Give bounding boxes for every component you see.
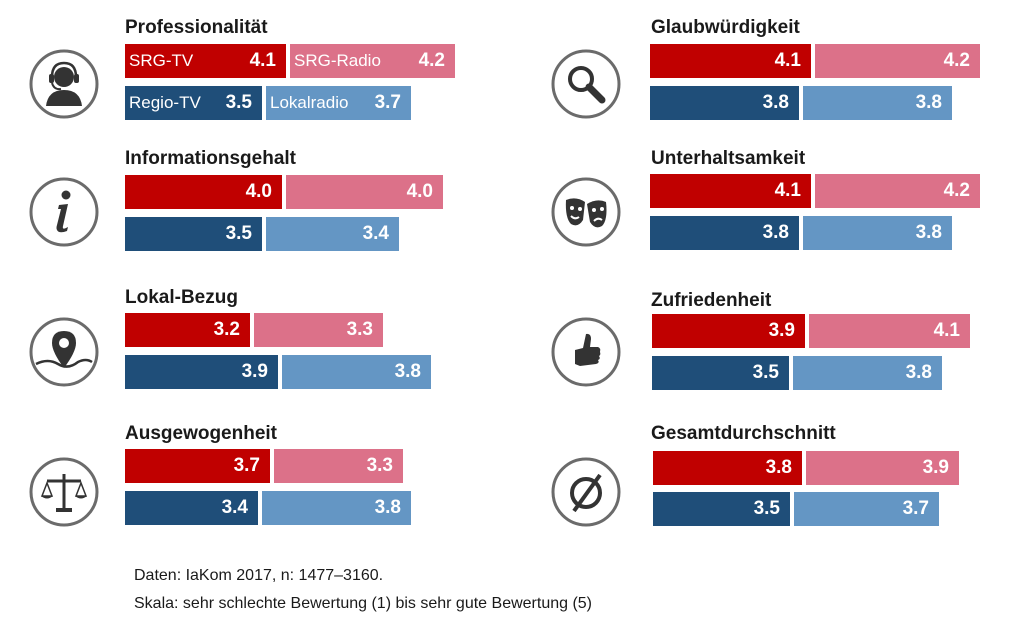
bar-srg-radio: 3.3 bbox=[274, 449, 403, 483]
data-label: 3.5 bbox=[225, 92, 252, 113]
data-label: 3.8 bbox=[762, 222, 789, 243]
theater-masks-icon bbox=[550, 176, 622, 248]
bar-regio-tv: 3.5 bbox=[125, 217, 262, 251]
bar-srg-radio: 4.0 bbox=[286, 175, 443, 209]
bar-srg-tv: 3.9 bbox=[652, 314, 805, 348]
bar-regio-tv: 3.4 bbox=[125, 491, 258, 525]
panel-title: Lokal-Bezug bbox=[125, 287, 238, 308]
headset-person-icon bbox=[28, 48, 100, 120]
panel-title: Zufriedenheit bbox=[651, 290, 772, 311]
data-label: 3.5 bbox=[753, 498, 780, 519]
bar-srg-radio: 3.9 bbox=[806, 451, 959, 485]
panel-title: Professionalität bbox=[125, 17, 268, 38]
data-label: 3.9 bbox=[922, 457, 949, 478]
data-label: 3.8 bbox=[765, 457, 792, 478]
data-label: 4.1 bbox=[774, 180, 801, 201]
data-label: 3.3 bbox=[346, 319, 373, 340]
data-label: 3.5 bbox=[225, 223, 252, 244]
data-label: 3.5 bbox=[752, 362, 779, 383]
data-label: 4.2 bbox=[943, 180, 970, 201]
data-label: 3.7 bbox=[902, 498, 929, 519]
bar-lokalradio: 3.4 bbox=[266, 217, 399, 251]
data-label: 4.1 bbox=[774, 50, 801, 71]
bar-lokalradio: 3.8 bbox=[803, 86, 952, 120]
bar-srg-radio: 4.2 bbox=[815, 44, 980, 78]
bar-srg-tv: 3.2 bbox=[125, 313, 250, 347]
data-label: 4.0 bbox=[406, 181, 433, 202]
data-label: 3.8 bbox=[915, 222, 942, 243]
panel-title: Ausgewogenheit bbox=[125, 423, 278, 444]
bar-srg-radio: SRG-Radio 4.2 bbox=[290, 44, 455, 78]
bar-lokalradio: 3.8 bbox=[803, 216, 952, 250]
data-label: 3.8 bbox=[394, 361, 421, 382]
bar-srg-tv: 4.1 bbox=[650, 44, 811, 78]
data-label: 3.8 bbox=[905, 362, 932, 383]
magnifier-icon bbox=[550, 48, 622, 120]
bar-regio-tv: 3.5 bbox=[653, 492, 790, 526]
panel-title: Informationsgehalt bbox=[125, 148, 297, 169]
info-icon bbox=[28, 176, 100, 248]
bar-regio-tv: 3.9 bbox=[125, 355, 278, 389]
bar-srg-radio: 4.1 bbox=[809, 314, 970, 348]
bar-lokalradio: 3.8 bbox=[262, 491, 411, 525]
bar-regio-tv: 3.8 bbox=[650, 216, 799, 250]
bar-srg-radio: 4.2 bbox=[815, 174, 980, 208]
data-label: 4.2 bbox=[943, 50, 970, 71]
data-label: 3.4 bbox=[221, 497, 248, 518]
bar-lokalradio: 3.8 bbox=[282, 355, 431, 389]
bar-lokalradio: Lokalradio 3.7 bbox=[266, 86, 411, 120]
legend-label: SRG-TV bbox=[129, 51, 194, 70]
data-label: 3.9 bbox=[768, 320, 795, 341]
bar-regio-tv: 3.5 bbox=[652, 356, 789, 390]
panel-title: Unterhaltsamkeit bbox=[651, 148, 806, 169]
scales-icon bbox=[28, 456, 100, 528]
panel-title: Glaubwürdigkeit bbox=[651, 17, 800, 38]
bar-regio-tv: 3.8 bbox=[650, 86, 799, 120]
data-label: 4.1 bbox=[933, 320, 960, 341]
data-label: 3.8 bbox=[915, 92, 942, 113]
bar-srg-radio: 3.3 bbox=[254, 313, 383, 347]
footnote-scale: Skala: sehr schlechte Bewertung (1) bis … bbox=[134, 595, 593, 612]
data-label: 3.8 bbox=[374, 497, 401, 518]
footnote-data-source: Daten: IaKom 2017, n: 1477–3160. bbox=[134, 567, 384, 584]
data-label: 3.7 bbox=[374, 92, 401, 113]
data-label: 3.4 bbox=[362, 223, 389, 244]
bar-srg-tv: 3.8 bbox=[653, 451, 802, 485]
bar-srg-tv: 4.0 bbox=[125, 175, 282, 209]
panel-title: Gesamtdurchschnitt bbox=[651, 423, 836, 444]
bar-lokalradio: 3.8 bbox=[793, 356, 942, 390]
average-icon bbox=[550, 456, 622, 528]
data-label: 4.0 bbox=[245, 181, 272, 202]
legend-label: Lokalradio bbox=[270, 93, 349, 112]
bar-srg-tv: 4.1 bbox=[650, 174, 811, 208]
thumbs-up-icon bbox=[550, 316, 622, 388]
legend-label: SRG-Radio bbox=[294, 51, 381, 70]
legend-label: Regio-TV bbox=[129, 93, 201, 112]
bar-srg-tv: 3.7 bbox=[125, 449, 270, 483]
data-label: 3.8 bbox=[762, 92, 789, 113]
data-label: 3.2 bbox=[213, 319, 240, 340]
data-label: 3.3 bbox=[366, 455, 393, 476]
bar-regio-tv: Regio-TV 3.5 bbox=[125, 86, 262, 120]
bar-lokalradio: 3.7 bbox=[794, 492, 939, 526]
bar-srg-tv: SRG-TV 4.1 bbox=[125, 44, 286, 78]
data-label: 4.2 bbox=[418, 50, 445, 71]
data-label: 3.9 bbox=[241, 361, 268, 382]
data-label: 4.1 bbox=[249, 50, 276, 71]
map-pin-icon bbox=[28, 316, 100, 388]
data-label: 3.7 bbox=[233, 455, 260, 476]
